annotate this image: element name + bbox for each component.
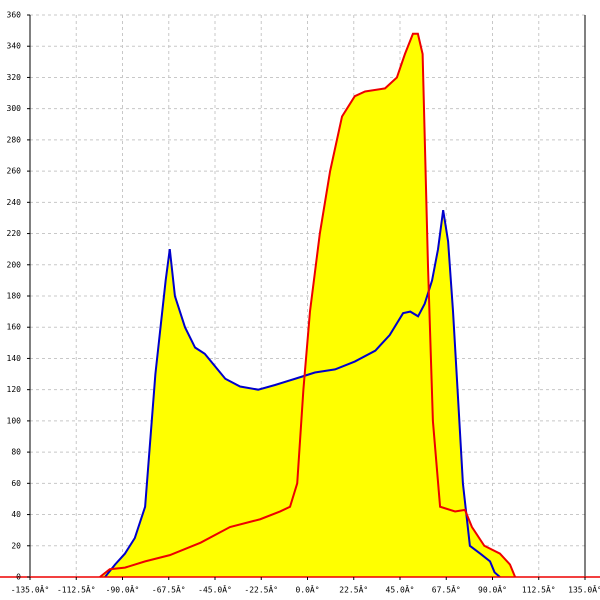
y-tick-label: 180 [7, 292, 22, 301]
y-tick-label: 360 [7, 11, 22, 20]
y-tick-label: 100 [7, 416, 22, 425]
y-tick-label: 140 [7, 354, 22, 363]
x-tick-label: -112.5Â° [57, 584, 96, 595]
x-tick-label: 135.0Â° [568, 584, 600, 595]
area-fill [99, 33, 516, 577]
x-tick-label: 22.5Â° [339, 584, 368, 595]
x-tick-label: 67.5Â° [432, 584, 461, 595]
series-line [104, 209, 501, 578]
y-tick-label: 320 [7, 73, 22, 82]
x-tick-label: 45.0Â° [386, 584, 415, 595]
x-tick-label: -45.0Â° [198, 584, 232, 595]
x-tick-label: -22.5Â° [244, 584, 278, 595]
x-tick-label: -67.5Â° [152, 584, 186, 595]
x-tick-label: 112.5Â° [522, 584, 556, 595]
y-tick-label: 200 [7, 260, 22, 269]
lines [99, 32, 517, 578]
y-tick-label: 340 [7, 42, 22, 51]
x-tick-label: -135.0Â° [11, 584, 50, 595]
labels: 0 20 40 60 80 100 120 140 160 180 200 220 240 260 280 3… [7, 11, 600, 595]
y-tick-label: 0 [16, 573, 21, 582]
y-tick-label: 260 [7, 167, 22, 176]
y-tick-label: 300 [7, 104, 22, 113]
y-tick-label: 120 [7, 385, 22, 394]
y-tick-label: 60 [11, 479, 21, 488]
x-tick-label: 0.0Â° [295, 584, 319, 595]
y-tick-label: 20 [11, 541, 21, 550]
y-tick-label: 160 [7, 323, 22, 332]
y-tick-label: 240 [7, 198, 22, 207]
x-tick-label: -90.0Â° [106, 584, 140, 595]
y-tick-label: 40 [11, 510, 21, 519]
y-tick-label: 280 [7, 135, 22, 144]
y-tick-label: 80 [11, 448, 21, 457]
y-tick-label: 220 [7, 229, 22, 238]
x-tick-label: 90.0Â° [478, 584, 507, 595]
series-line [99, 32, 517, 578]
